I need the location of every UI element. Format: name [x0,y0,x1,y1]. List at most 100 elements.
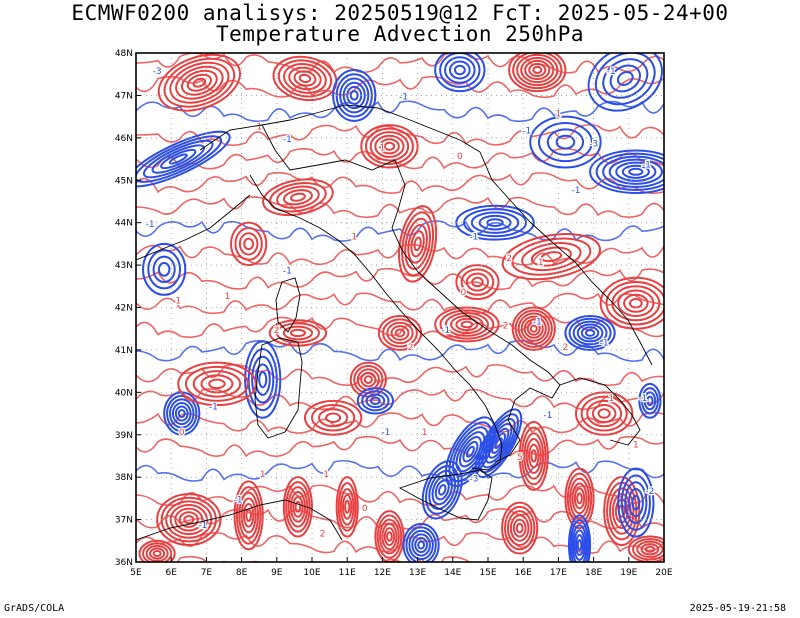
contour-line [268,319,328,347]
contour-line [136,135,223,183]
contour-line [524,59,551,81]
contour-line [402,522,440,562]
contour-line [567,514,592,562]
contour-line [339,77,370,114]
contour-line [413,236,422,252]
contour-value-label: 1 [351,233,357,243]
contour-line [177,361,257,407]
contour-line [383,527,396,547]
contour-line [501,233,602,281]
contour-line [575,534,585,556]
contour-line [460,320,474,329]
contour-line [136,171,664,195]
contour-line [540,251,563,263]
y-tick-label: 48N [115,49,133,59]
contour-line [407,224,428,264]
lat-lon-grid [136,53,664,562]
contour-line [486,218,504,228]
contour-line [332,68,377,122]
contour-line [156,493,222,547]
contour-line [509,514,530,542]
contour-line [455,317,479,332]
y-tick-label: 38N [115,473,133,483]
x-tick-label: 7E [201,568,213,578]
contour-line [376,514,403,559]
contour-value-label: -1 [607,67,616,77]
y-tick-label: 46N [115,134,133,144]
contour-line [511,306,556,351]
x-tick-label: 5E [130,568,142,578]
contour-line [292,495,304,518]
contour-line [175,65,224,100]
contour-line [208,378,226,390]
contour-value-label: -1 [146,220,155,230]
contour-line [243,237,255,251]
contour-value-label: 1 [608,394,614,404]
contour-line [643,391,657,411]
y-tick-label: 42N [115,304,133,314]
contour-line [525,437,542,474]
contour-line [283,63,327,94]
contour-line [374,134,405,158]
x-tick-label: 15E [479,568,496,578]
contour-line [514,309,553,348]
contour-value-label: -1 [469,233,478,243]
y-tick-label: 45N [115,176,133,186]
contour-line [294,500,302,513]
contour-line [177,409,186,419]
contour-value-label: 2 [408,343,414,353]
contour-line [471,276,484,288]
contour-line [184,365,249,402]
contour-line [572,320,608,346]
contour-line [523,432,545,480]
contour-line [580,395,628,432]
contour-line [411,533,431,557]
contour-value-label: 1 [225,292,231,302]
contour-line [152,255,176,284]
contour-line [136,196,664,219]
x-tick-label: 16E [515,568,532,578]
contour-line [631,494,641,511]
contour-line [434,53,486,93]
contour-value-label: 0 [362,504,368,514]
contour-line [555,134,576,150]
x-tick-label: 6E [165,568,177,578]
footer-software-label: GrADS/COLA [4,603,65,614]
contour-line [386,321,414,345]
contour-line [494,437,503,450]
contour-line [632,538,664,561]
contour-value-label: -3 [589,139,598,149]
contour-line [528,443,540,469]
contour-line [462,440,479,463]
contour-line [518,421,549,491]
contour-line [417,540,426,550]
contour-line [576,323,604,343]
contour-value-label: -1 [533,317,542,327]
contour-line [478,214,512,231]
map-title-line1: ECMWF0200 analisys: 20250519@12 FcT: 202… [71,1,729,25]
contour-value-label: 2 [503,322,509,332]
contour-line [580,326,600,340]
contour-line [145,544,169,562]
y-tick-label: 40N [115,388,133,398]
contour-line [520,56,555,84]
contour-line [230,221,268,267]
contour-value-label: 5 [517,453,523,463]
contour-line [339,488,355,526]
contour-line [157,261,171,277]
x-tick-label: 13E [409,568,426,578]
contour-line [528,62,547,78]
contour-line [390,325,410,341]
contour-line [439,53,481,88]
x-tick-label: 9E [271,568,283,578]
contour-line [569,477,590,520]
contour-line [361,390,390,412]
contour-line [594,53,656,106]
contour-line [356,387,394,415]
contour-value-label: -1 [642,161,651,171]
contour-line [178,511,199,528]
contour-line [571,524,588,562]
contour-line [617,289,655,317]
x-tick-label: 20E [655,568,672,578]
